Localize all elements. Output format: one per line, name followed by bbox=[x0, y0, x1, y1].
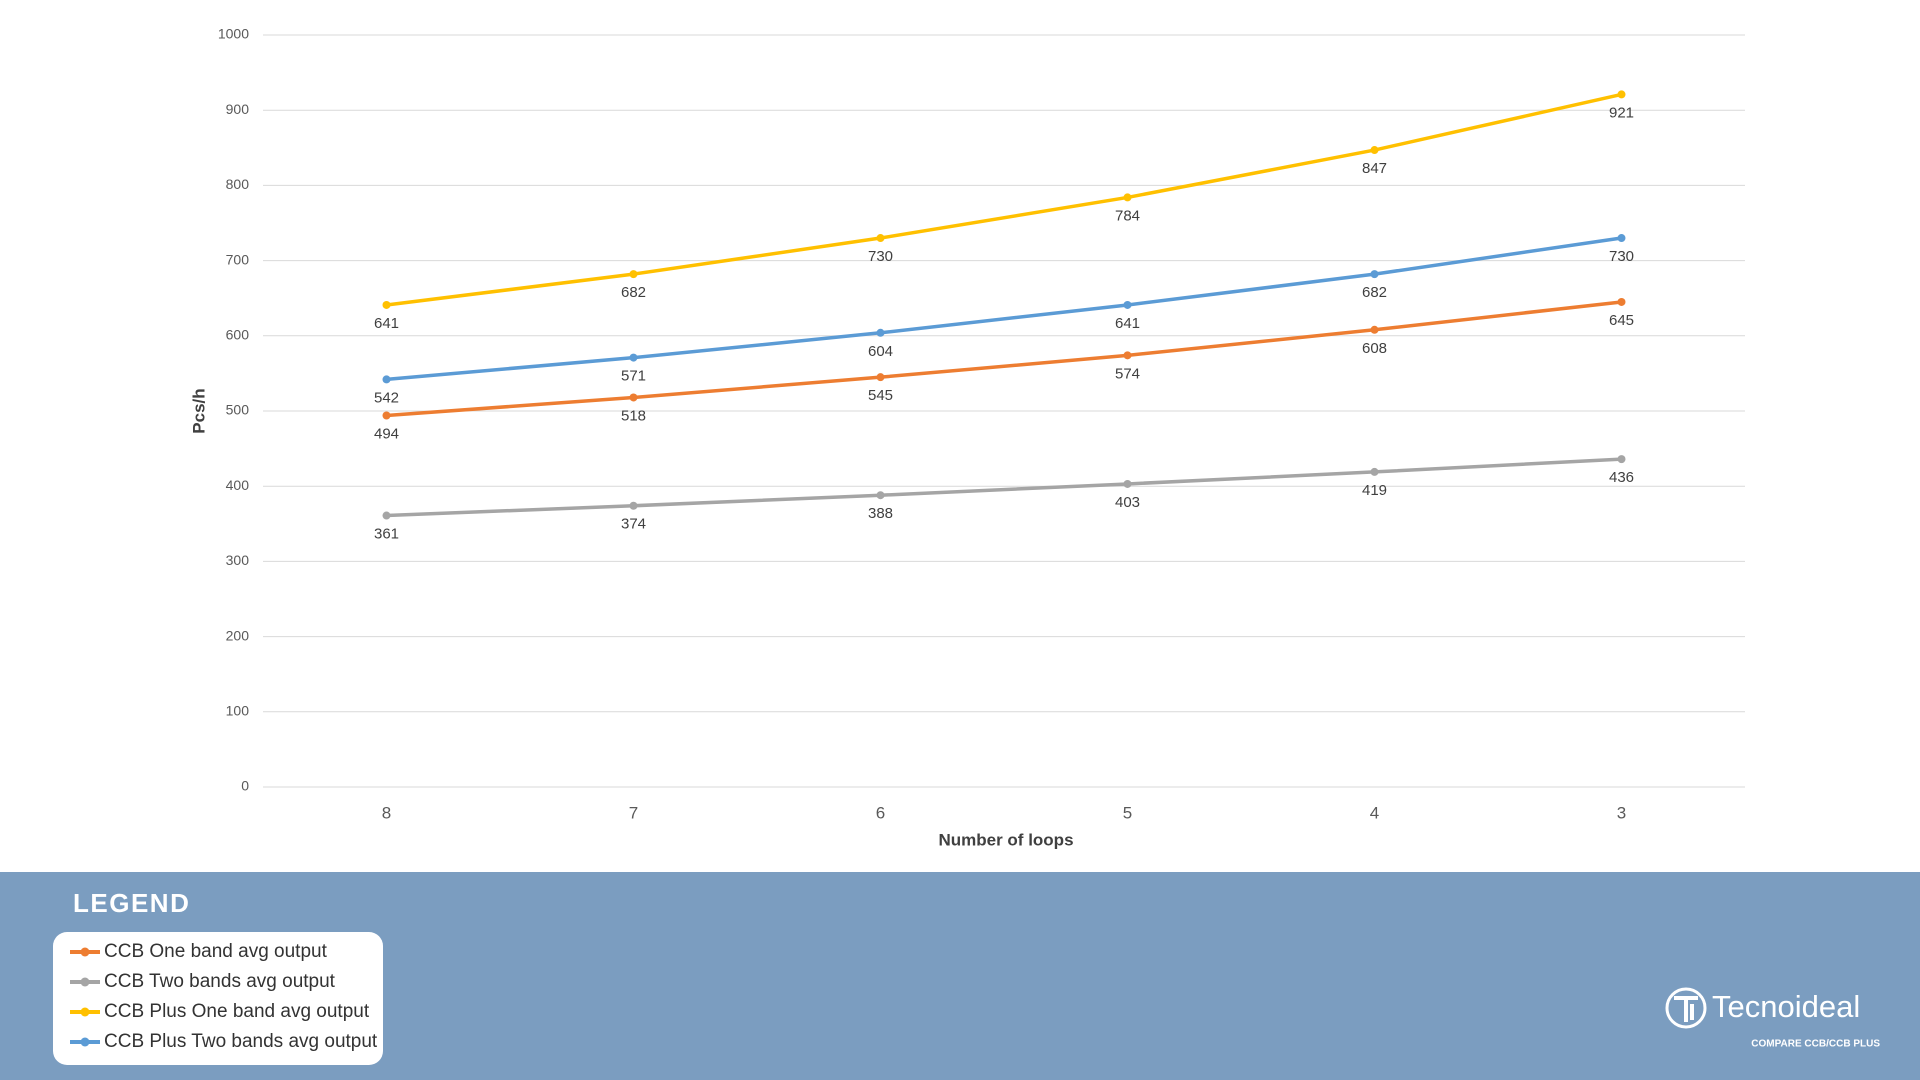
legend-marker bbox=[80, 1007, 90, 1017]
data-point bbox=[876, 373, 885, 382]
data-label: 608 bbox=[1362, 340, 1387, 357]
data-point bbox=[629, 353, 638, 362]
legend-marker bbox=[80, 1037, 90, 1047]
data-label: 361 bbox=[374, 525, 399, 542]
x-tick-label: 7 bbox=[629, 803, 638, 822]
data-point bbox=[1370, 325, 1379, 334]
data-label: 374 bbox=[621, 516, 646, 533]
data-label: 571 bbox=[621, 368, 646, 385]
y-tick-label: 500 bbox=[226, 402, 250, 418]
y-axis-title: Pcs/h bbox=[189, 388, 208, 433]
data-label: 921 bbox=[1609, 104, 1634, 121]
data-point bbox=[876, 234, 885, 243]
data-label: 682 bbox=[621, 284, 646, 301]
x-tick-label: 6 bbox=[876, 803, 885, 822]
y-tick-label: 400 bbox=[226, 477, 250, 493]
legend-marker bbox=[80, 977, 90, 987]
legend-box bbox=[53, 932, 383, 1065]
data-label: 641 bbox=[1115, 315, 1140, 332]
data-point bbox=[629, 270, 638, 279]
y-tick-label: 100 bbox=[226, 703, 250, 719]
legend-label: CCB One band avg output bbox=[104, 941, 328, 962]
data-label: 518 bbox=[621, 407, 646, 424]
data-point bbox=[1123, 300, 1132, 309]
logo-mark bbox=[1674, 996, 1698, 1022]
data-point bbox=[1370, 146, 1379, 155]
data-point bbox=[1370, 467, 1379, 476]
legend-label: CCB Plus Two bands avg output bbox=[104, 1031, 378, 1052]
y-tick-label: 200 bbox=[226, 627, 250, 643]
data-point bbox=[1617, 455, 1626, 464]
data-label: 574 bbox=[1115, 365, 1140, 382]
data-label: 682 bbox=[1362, 284, 1387, 301]
data-label: 730 bbox=[1609, 248, 1634, 265]
brand-name: Tecnoideal bbox=[1712, 989, 1860, 1024]
y-tick-label: 600 bbox=[226, 327, 250, 343]
data-point bbox=[1617, 297, 1626, 306]
x-axis-title: Number of loops bbox=[938, 830, 1073, 849]
data-point bbox=[1617, 90, 1626, 99]
data-point bbox=[876, 491, 885, 500]
data-label: 784 bbox=[1115, 207, 1140, 224]
data-point bbox=[1123, 351, 1132, 360]
y-tick-label: 700 bbox=[226, 251, 250, 267]
logo-ring bbox=[1665, 987, 1707, 1029]
y-tick-label: 0 bbox=[241, 778, 249, 794]
data-label: 645 bbox=[1609, 312, 1634, 329]
y-tick-label: 300 bbox=[226, 552, 250, 568]
series-line bbox=[386, 457, 1622, 518]
legend-title: LEGEND bbox=[73, 888, 190, 918]
data-point bbox=[382, 375, 391, 384]
data-point bbox=[629, 501, 638, 510]
data-point bbox=[382, 300, 391, 309]
data-point bbox=[1617, 234, 1626, 243]
series-line bbox=[386, 300, 1622, 418]
x-tick-label: 4 bbox=[1370, 803, 1379, 822]
data-label: 403 bbox=[1115, 494, 1140, 511]
data-point bbox=[1123, 193, 1132, 202]
data-label: 730 bbox=[868, 248, 893, 265]
y-tick-label: 900 bbox=[226, 101, 250, 117]
data-point bbox=[382, 411, 391, 420]
x-tick-label: 3 bbox=[1617, 803, 1626, 822]
legend-label: CCB Two bands avg output bbox=[104, 971, 336, 992]
data-label: 604 bbox=[868, 343, 893, 360]
data-point bbox=[1370, 270, 1379, 279]
data-point bbox=[629, 393, 638, 402]
legend-marker bbox=[80, 947, 90, 957]
data-label: 436 bbox=[1609, 469, 1634, 486]
data-label: 388 bbox=[868, 505, 893, 522]
data-label: 641 bbox=[374, 315, 399, 332]
y-tick-label: 1000 bbox=[218, 26, 249, 42]
data-label: 847 bbox=[1362, 160, 1387, 177]
brand-subtitle: COMPARE CCB/CCB PLUS bbox=[1751, 1039, 1880, 1050]
series-line bbox=[386, 236, 1622, 382]
data-point bbox=[876, 328, 885, 337]
data-label: 494 bbox=[374, 425, 399, 442]
x-tick-label: 5 bbox=[1123, 803, 1132, 822]
brand-logo bbox=[1665, 987, 1707, 1029]
data-label: 419 bbox=[1362, 482, 1387, 499]
y-tick-label: 800 bbox=[226, 176, 250, 192]
series-line bbox=[386, 92, 1622, 307]
x-tick-label: 8 bbox=[382, 803, 391, 822]
data-point bbox=[382, 511, 391, 520]
legend-label: CCB Plus One band avg output bbox=[104, 1001, 370, 1022]
data-label: 542 bbox=[374, 389, 399, 406]
data-point bbox=[1123, 479, 1132, 488]
data-label: 545 bbox=[868, 387, 893, 404]
